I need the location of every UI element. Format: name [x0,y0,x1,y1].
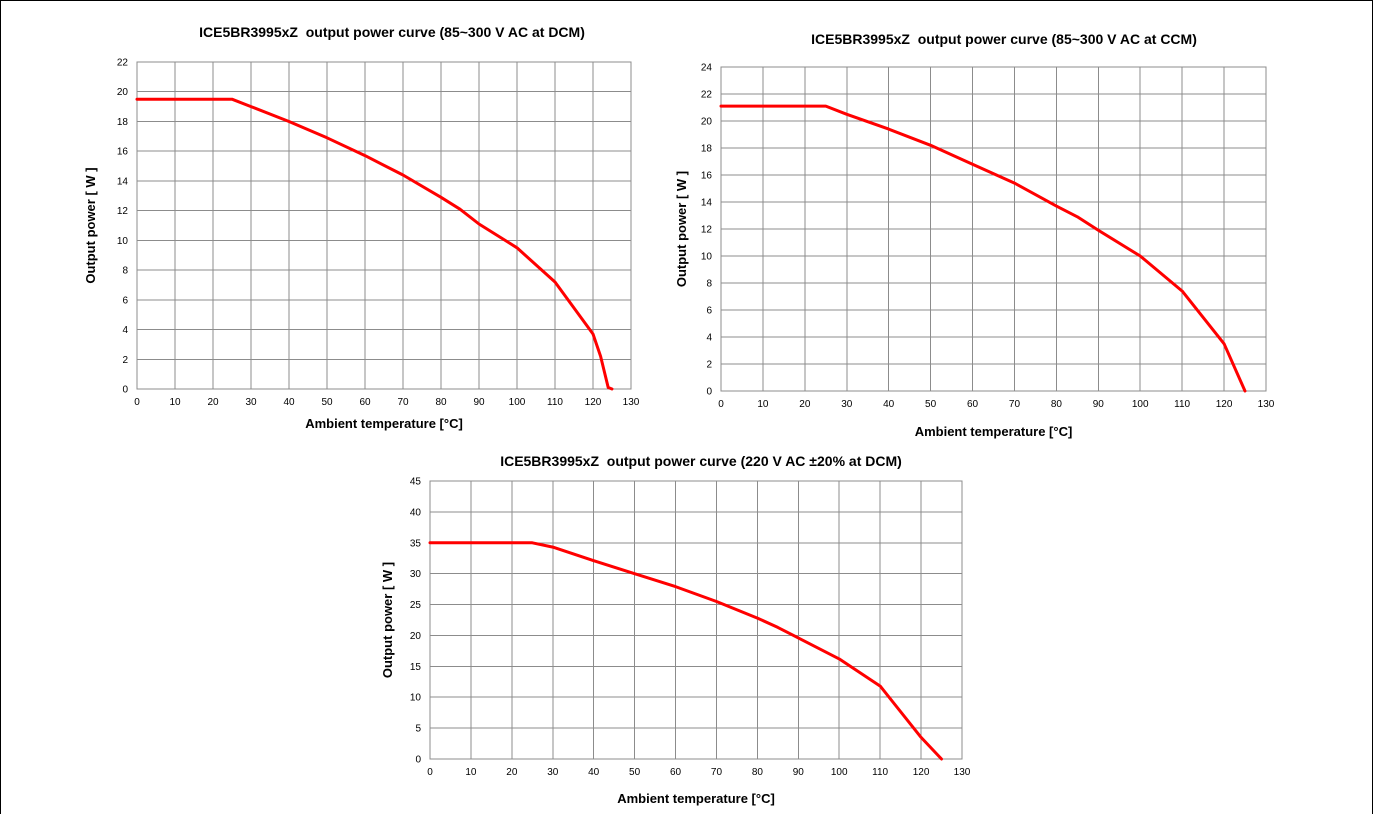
y-tick-label: 20 [117,87,129,98]
x-tick-label: 100 [831,767,848,778]
chart-title: ICE5BR3995xZ output power curve (85~300 … [811,31,1197,47]
y-tick-label: 4 [122,325,128,336]
x-tick-label: 90 [793,767,805,778]
x-axis-label: Ambient temperature [°C] [915,424,1073,439]
x-tick-label: 10 [757,399,769,410]
x-tick-label: 70 [397,397,409,408]
y-tick-label: 12 [117,206,129,217]
x-tick-label: 110 [1174,399,1190,410]
y-tick-label: 16 [701,171,713,182]
x-tick-label: 30 [547,767,559,778]
chart-dcm-85-300: 0 2 4 6 8 10 12 14 16 18 20 22 0 10 20 30 40 50 60 70 80 90 10… [83,24,640,431]
plot-area [429,480,963,760]
x-tick-label: 20 [799,399,811,410]
y-axis-label: Output power [ W ] [380,562,395,678]
y-tick-label: 45 [410,477,422,488]
y-tick-label: 35 [410,538,422,549]
x-tick-label: 10 [169,397,181,408]
x-tick-label: 40 [283,397,295,408]
grid [429,480,963,760]
x-tick-label: 60 [967,399,979,410]
chart-title: ICE5BR3995xZ output power curve (220 V A… [500,453,902,469]
series-line [135,97,614,391]
y-tick-label: 22 [117,58,129,69]
x-tick-label: 80 [435,397,447,408]
y-tick-label: 0 [415,755,421,766]
y-tick-label: 30 [410,569,422,580]
y-tick-label: 16 [117,147,129,158]
x-tick-label: 90 [473,397,485,408]
y-tick-label: 14 [117,176,129,187]
y-tick-label: 20 [410,631,422,642]
x-tick-label: 40 [883,399,895,410]
y-tick-label: 10 [410,693,422,704]
y-tick-label: 5 [415,724,421,735]
x-axis-label: Ambient temperature [°C] [617,791,775,806]
x-tick-label: 110 [547,397,563,408]
x-tick-label: 60 [359,397,371,408]
x-tick-label: 80 [752,767,764,778]
y-tick-label: 14 [701,198,713,209]
series-line [428,541,943,761]
x-tick-label: 20 [506,767,518,778]
y-tick-label: 2 [706,360,712,371]
x-tick-label: 120 [913,767,930,778]
x-tick-label: 70 [1009,399,1021,410]
x-tick-label: 30 [841,399,853,410]
x-axis-label: Ambient temperature [°C] [305,416,463,431]
x-tick-label: 10 [465,767,477,778]
series-line [719,104,1247,393]
chart-dcm-220: 0 5 10 15 20 25 30 35 40 45 0 10 20 30 40 50 60 70 80 90 100… [380,453,971,806]
y-tick-label: 15 [410,662,422,673]
x-tick-label: 40 [588,767,600,778]
y-tick-label: 18 [701,144,713,155]
y-tick-label: 40 [410,507,422,518]
x-tick-label: 80 [1051,399,1063,410]
x-tick-label: 130 [954,767,971,778]
y-tick-label: 6 [706,306,712,317]
y-tick-label: 4 [706,333,712,344]
y-tick-label: 0 [706,387,712,398]
x-tick-label: 70 [711,767,723,778]
y-tick-label: 0 [122,385,128,396]
x-tick-label: 0 [718,399,724,410]
y-tick-label: 22 [701,90,713,101]
y-tick-label: 10 [117,236,129,247]
plot-area [720,66,1267,392]
y-axis-label: Output power [ W ] [83,167,98,283]
y-tick-label: 12 [701,225,713,236]
x-tick-label: 130 [623,397,640,408]
plot-area [136,61,632,390]
y-tick-label: 20 [701,117,713,128]
y-tick-label: 2 [122,355,128,366]
y-axis-label: Output power [ W ] [674,171,689,287]
y-tick-label: 8 [122,266,128,277]
x-tick-label: 30 [245,397,257,408]
y-tick-label: 6 [122,295,128,306]
x-tick-label: 100 [509,397,526,408]
x-tick-label: 20 [207,397,219,408]
y-tick-label: 18 [117,117,129,128]
x-tick-label: 50 [321,397,333,408]
y-tick-label: 8 [706,279,712,290]
x-tick-label: 110 [872,767,888,778]
x-tick-label: 130 [1258,399,1275,410]
x-tick-label: 90 [1093,399,1105,410]
x-tick-label: 60 [670,767,682,778]
x-tick-label: 0 [134,397,140,408]
y-tick-label: 10 [701,252,713,263]
x-tick-label: 120 [585,397,602,408]
x-tick-label: 120 [1216,399,1233,410]
x-tick-label: 100 [1132,399,1149,410]
x-tick-label: 50 [629,767,641,778]
x-tick-label: 50 [925,399,937,410]
x-tick-label: 0 [427,767,433,778]
y-tick-label: 24 [701,63,713,74]
y-tick-label: 25 [410,600,422,611]
chart-title: ICE5BR3995xZ output power curve (85~300 … [199,24,585,40]
